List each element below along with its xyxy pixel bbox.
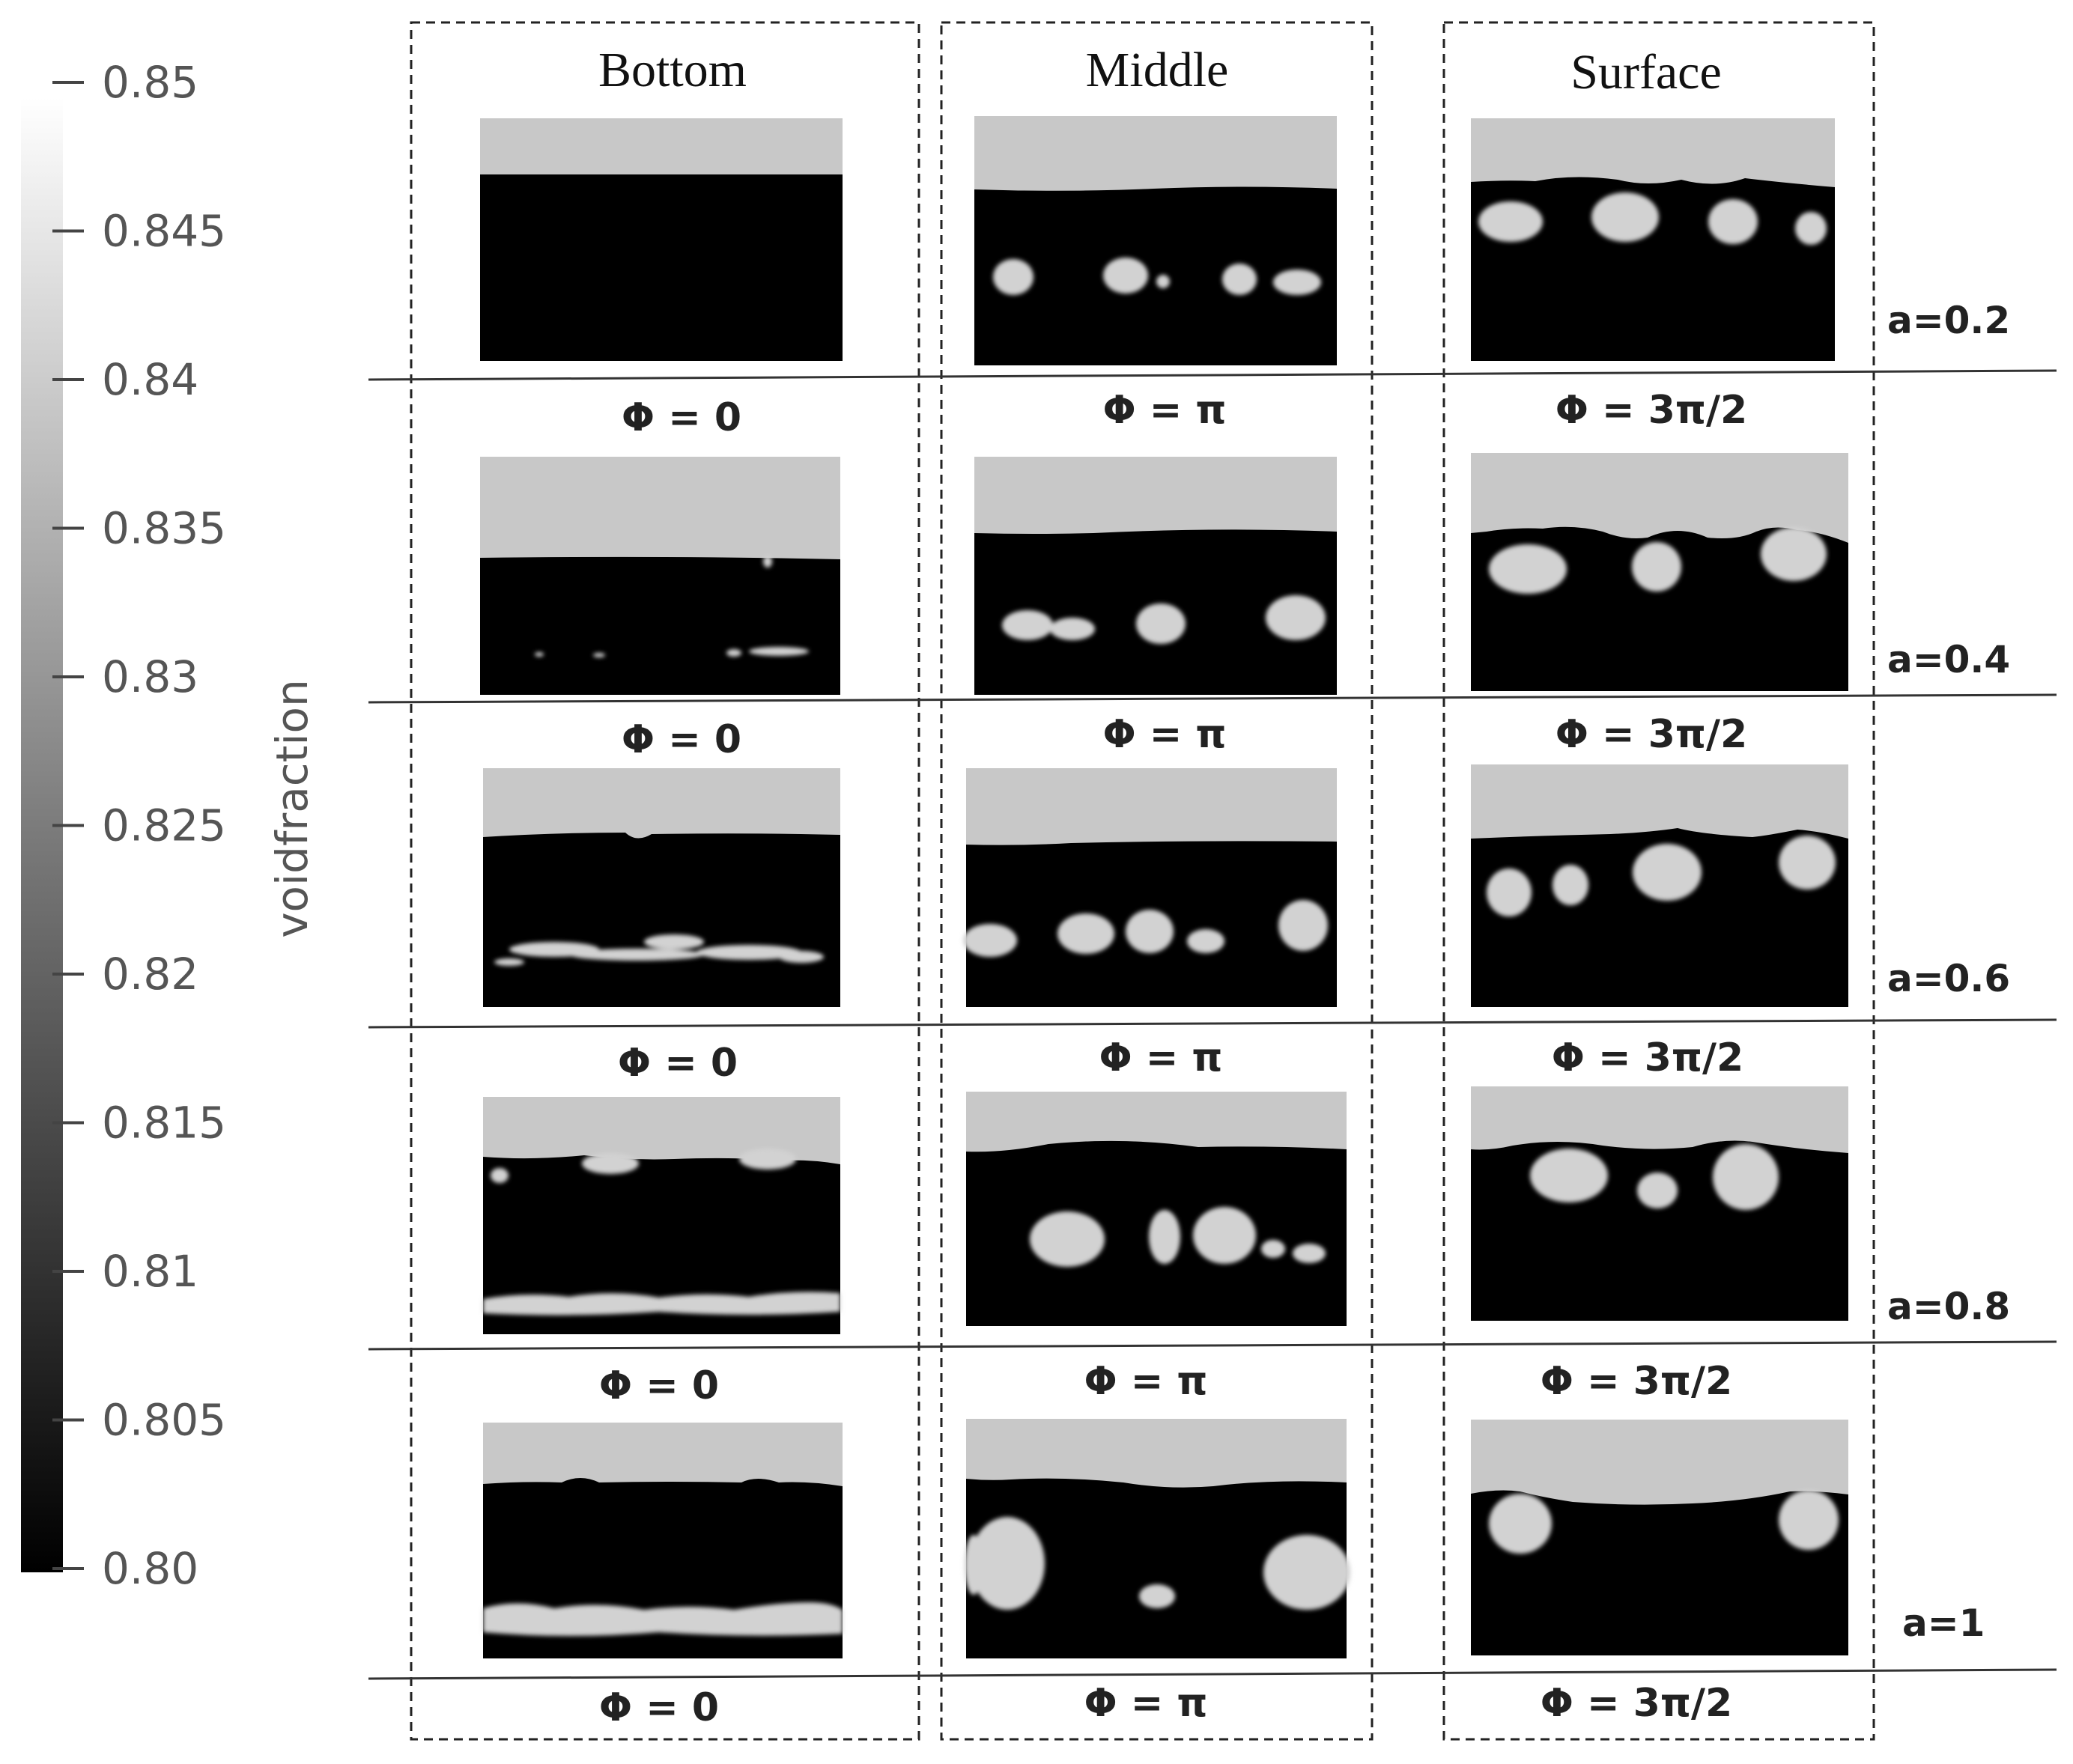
phi-label: Φ = 0 [622, 395, 741, 440]
amplitude-label: a=0.6 [1887, 957, 2010, 1000]
panel-row5-middle [965, 1419, 1350, 1658]
panel-row5-bottom [483, 1423, 843, 1658]
row-separator [368, 1668, 2057, 1680]
colorbar-label: voidfraction [267, 679, 318, 938]
row-separator [368, 693, 2057, 704]
row-separator [368, 369, 2057, 381]
amplitude-label: a=0.2 [1887, 299, 2010, 342]
colorbar-tick-label: 0.825 [102, 800, 226, 851]
column-frame-middle [940, 21, 1374, 1741]
panel-row5-surface [1471, 1420, 1848, 1655]
colorbar: 0.85 0.845 0.84 0.835 0.83 0.825 0.82 0.815 0.81… [21, 57, 318, 1594]
panel-row1-bottom [480, 118, 843, 361]
colorbar-tick-label: 0.83 [102, 651, 198, 702]
panel-row1-middle [974, 116, 1337, 365]
column-frame-bottom [410, 21, 920, 1741]
phi-label: Φ = π [1084, 1681, 1207, 1726]
colorbar-tick-label: 0.81 [102, 1246, 198, 1297]
phi-label: Φ = 3π/2 [1541, 1359, 1732, 1404]
colorbar-tick-label: 0.815 [102, 1098, 226, 1149]
colorbar-tick-label: 0.835 [102, 503, 226, 554]
colorbar-tick-label: 0.845 [102, 206, 226, 257]
column-frame-surface [1442, 21, 1875, 1741]
column-title-bottom: Bottom [598, 43, 747, 97]
colorbar-tick-label: 0.805 [102, 1395, 226, 1446]
panel-row4-middle [966, 1092, 1347, 1326]
panel-row2-middle [974, 457, 1337, 695]
phi-label: Φ = π [1099, 1035, 1222, 1080]
row-separator [368, 1340, 2057, 1351]
phi-label: Φ = 3π/2 [1552, 1035, 1743, 1080]
colorbar-tick-label: 0.82 [102, 949, 198, 1000]
panel-row3-surface [1471, 764, 1848, 1007]
phi-label: Φ = 0 [622, 717, 741, 762]
phi-label: Φ = 0 [618, 1041, 738, 1086]
panel-row2-bottom [480, 457, 840, 695]
amplitude-label: a=1 [1902, 1602, 1985, 1645]
panel-row2-surface [1471, 453, 1848, 691]
colorbar-gradient [21, 97, 63, 1572]
phi-label: Φ = 3π/2 [1541, 1681, 1732, 1726]
column-title-surface: Surface [1570, 45, 1722, 100]
row-separator [368, 1018, 2057, 1029]
amplitude-label: a=0.4 [1887, 638, 2010, 681]
phi-label: Φ = 3π/2 [1555, 388, 1747, 433]
phi-label: Φ = 0 [599, 1363, 719, 1408]
panel-row3-middle [963, 768, 1337, 1007]
panel-row3-bottom [483, 768, 840, 1007]
panel-row4-surface [1471, 1086, 1848, 1321]
colorbar-ticks: 0.85 0.845 0.84 0.835 0.83 0.825 0.82 0.815 0.81… [52, 57, 226, 1594]
phi-label: Φ = 3π/2 [1555, 712, 1747, 757]
phi-label: Φ = π [1102, 388, 1226, 433]
amplitude-label: a=0.8 [1887, 1285, 2010, 1328]
phi-label: Φ = 0 [599, 1685, 719, 1730]
phi-label: Φ = π [1084, 1359, 1207, 1404]
phi-label: Φ = π [1102, 712, 1226, 757]
colorbar-tick-label: 0.84 [102, 354, 198, 405]
colorbar-tick-label: 0.85 [102, 57, 198, 108]
panel-row1-surface [1471, 118, 1835, 361]
panel-row4-bottom [483, 1097, 840, 1334]
colorbar-tick-label: 0.80 [102, 1543, 198, 1594]
column-title-middle: Middle [1086, 43, 1229, 97]
